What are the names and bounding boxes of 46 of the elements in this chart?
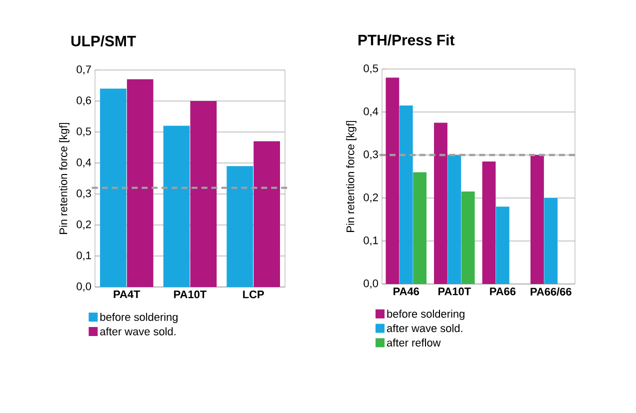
bar — [386, 78, 400, 284]
bar — [496, 206, 510, 284]
y-tick-label: 0,7 — [76, 65, 91, 75]
bar — [482, 161, 496, 284]
legend-label: after wave sold. — [387, 324, 462, 332]
x-tick-label: PA66 — [490, 288, 516, 296]
y-tick-label: 0,0 — [76, 282, 92, 292]
bar — [461, 192, 475, 284]
y-tick-label: 0,3 — [364, 150, 378, 160]
y-tick-label: 0,1 — [364, 236, 378, 246]
y-tick-label: 0,5 — [364, 64, 378, 74]
x-tick-label: PA66/66 — [530, 288, 572, 296]
bar — [254, 141, 280, 287]
chart-title: ULP/SMT — [71, 35, 136, 46]
bar — [399, 106, 413, 284]
y-tick-label: 0,6 — [76, 96, 91, 106]
x-tick-label: PA10T — [174, 290, 207, 298]
x-tick-label: PA10T — [438, 288, 471, 296]
legend-label: before soldering — [387, 310, 464, 320]
x-tick-label: LCP — [243, 290, 264, 298]
legend-label: before soldering — [100, 312, 178, 324]
x-tick-label: PA4T — [114, 290, 140, 298]
chart-title: PTH/Press Fit — [358, 34, 454, 46]
y-axis-title: Pin retention force [kgf] — [59, 122, 70, 234]
bar — [530, 155, 544, 284]
y-tick-label: 0,2 — [364, 193, 378, 203]
x-tick-label: PA46 — [394, 288, 420, 296]
bar — [544, 198, 558, 284]
bar — [163, 126, 190, 287]
y-tick-label: 0,4 — [76, 158, 92, 168]
bar — [100, 88, 126, 287]
bar — [190, 101, 217, 287]
legend-label: after wave sold. — [100, 327, 176, 336]
legend-label: after reflow — [387, 338, 441, 347]
y-tick-label: 0,3 — [76, 189, 91, 199]
y-axis-title: Pin retention force [kgf] — [346, 120, 356, 232]
bar — [226, 166, 254, 287]
y-tick-label: 0,0 — [364, 279, 378, 289]
bar — [434, 122, 448, 284]
y-tick-label: 0,1 — [76, 251, 91, 261]
bar — [413, 172, 426, 284]
bar — [448, 155, 462, 284]
y-tick-label: 0,4 — [364, 107, 378, 117]
y-tick-label: 0,2 — [76, 220, 91, 230]
bar — [126, 79, 154, 287]
y-tick-label: 0,5 — [76, 127, 92, 137]
